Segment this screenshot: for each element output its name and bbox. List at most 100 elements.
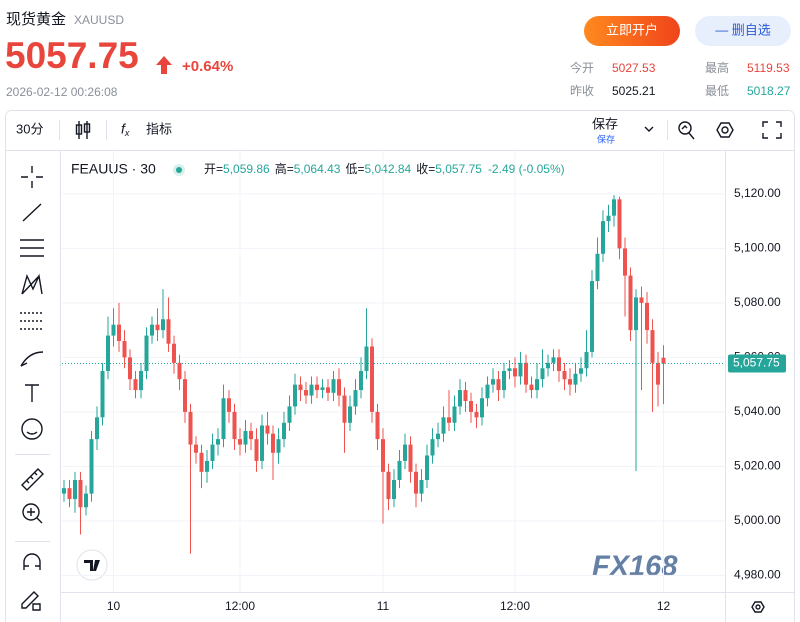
candle-body [276, 439, 281, 453]
candle-body [78, 480, 83, 508]
candle-body [95, 417, 99, 440]
axis-settings[interactable] [751, 601, 765, 613]
ohlc-key: 低= [345, 162, 364, 176]
candle-type-icon[interactable] [75, 121, 91, 139]
candle-body [524, 362, 528, 385]
candle-body [601, 221, 605, 254]
interval[interactable]: 30分 [16, 121, 43, 136]
candle-body [513, 368, 517, 377]
up-arrow [156, 56, 172, 74]
open-account-button[interactable]: 立即开户 [584, 16, 680, 46]
watchlist-button[interactable]: — 删自选 [695, 16, 791, 46]
save-menu[interactable] [644, 126, 654, 132]
candle-body [166, 319, 171, 344]
watermark: FX168 [592, 551, 678, 583]
candle-body [342, 395, 347, 423]
candle-body [480, 398, 484, 418]
save[interactable]: 保存 [592, 116, 618, 131]
candle-body [386, 471, 391, 500]
title: 现货黄金 [6, 11, 66, 28]
x-tick-label: 11 [377, 599, 390, 613]
candle-body [188, 411, 193, 445]
candle-body [216, 439, 220, 445]
candle-body [287, 406, 292, 423]
candle-body [111, 324, 116, 336]
stat-label: 昨收 [570, 84, 594, 98]
candle-body [232, 411, 237, 440]
candle-body [353, 390, 358, 407]
x-tick-label: 12:00 [225, 599, 255, 613]
candle-body [183, 379, 187, 412]
fib-tool[interactable] [20, 312, 44, 330]
indicators[interactable]: 指标 [146, 121, 172, 136]
candle-body [650, 330, 655, 363]
candle-body [73, 480, 77, 500]
candle-body [265, 425, 270, 434]
ohlc-value: 5,064.43 [294, 162, 341, 176]
candle-body [128, 357, 132, 380]
candle-body [656, 362, 660, 385]
candle-body [100, 371, 105, 418]
last-price-label: 5,057.75 [733, 356, 780, 370]
candle-body [199, 452, 204, 472]
lock-tool[interactable] [21, 591, 41, 611]
candle-body [298, 384, 303, 391]
candle-body [634, 297, 638, 331]
stat-label: 最高 [705, 60, 729, 75]
text-tool[interactable] [25, 384, 39, 402]
candle-body [458, 390, 462, 407]
crosshair-tool[interactable] [21, 166, 43, 188]
save-status: 保存 [597, 133, 615, 144]
fullscreen-icon[interactable] [762, 121, 782, 139]
stat-value: 5027.53 [612, 61, 656, 75]
stat-label: 今开 [570, 60, 594, 75]
candle-body [590, 281, 594, 352]
candle-body [546, 362, 550, 369]
button-bg [584, 16, 680, 46]
candle-body [392, 480, 396, 500]
change: +0.64% [182, 58, 233, 75]
candle-body [408, 444, 413, 472]
settings-icon[interactable] [716, 122, 734, 138]
candle-body [243, 430, 248, 445]
candle-body [436, 433, 440, 440]
y-tick-label: 5,080.00 [734, 295, 781, 309]
brush-tool[interactable] [20, 351, 44, 367]
candle-body [155, 324, 160, 331]
candle-body [425, 455, 429, 480]
candle-body [469, 400, 473, 412]
candle-body [348, 406, 352, 423]
fx-icon[interactable]: fx [121, 121, 130, 139]
candle-body [447, 417, 451, 423]
pattern-tool[interactable] [21, 273, 43, 295]
status-dot [176, 167, 182, 173]
candle-body [397, 460, 402, 480]
magnet-tool[interactable] [23, 553, 41, 570]
zoom-tool[interactable] [22, 503, 43, 524]
channel-tool[interactable] [20, 239, 44, 257]
candle-body [326, 387, 330, 393]
candle-body [381, 439, 385, 472]
candle-body [177, 362, 182, 380]
candle-body [623, 248, 627, 276]
candle-body [238, 439, 242, 445]
candle-body [139, 371, 143, 391]
candle-body [315, 384, 319, 391]
candle-body [595, 253, 600, 282]
candle-body [194, 444, 198, 453]
ruler-tool[interactable] [21, 468, 44, 491]
candle-body [403, 444, 407, 461]
candle-body [370, 346, 374, 412]
candle-body [62, 488, 66, 494]
last-price-tag [728, 354, 786, 373]
quick-search-icon[interactable] [678, 121, 695, 140]
button-bg [695, 16, 791, 46]
stat-value: 5119.53 [747, 61, 790, 75]
candle-body [535, 379, 539, 391]
line-tool[interactable] [22, 203, 42, 222]
candle-body [122, 341, 127, 358]
candle-body [205, 460, 209, 472]
y-tick-label: 5,000.00 [734, 513, 781, 527]
emoji-tool[interactable] [21, 418, 43, 440]
